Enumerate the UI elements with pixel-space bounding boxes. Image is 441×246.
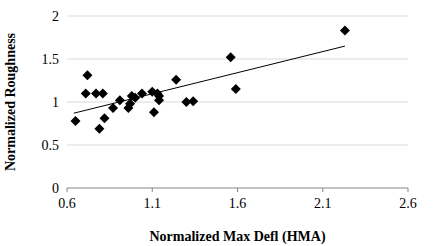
x-tick-label: 2.6 [399, 196, 417, 211]
data-point [149, 107, 159, 117]
grid-line [67, 16, 408, 17]
x-tick [237, 188, 238, 192]
y-tick-label: 0.5 [42, 138, 60, 153]
x-axis-title: Normalized Max Defl (HMA) [149, 229, 325, 245]
data-point [226, 52, 236, 62]
y-tick-label: 0 [52, 181, 59, 196]
grid-line [67, 145, 408, 146]
x-tick-label: 2.1 [314, 196, 332, 211]
data-point [188, 96, 198, 106]
data-point [81, 88, 91, 98]
data-point [71, 116, 81, 126]
x-tick [67, 188, 68, 192]
x-tick-label: 0.6 [58, 196, 76, 211]
data-point [98, 88, 108, 98]
data-point [82, 70, 92, 80]
y-tick-label: 1.5 [42, 52, 60, 67]
chart: 0 0.5 1 1.5 2 0.6 1.1 1.6 2.1 2.6 Normalized Max D… [0, 0, 441, 246]
data-point [171, 75, 181, 85]
x-tick-label: 1.6 [229, 196, 247, 211]
data-point [100, 113, 110, 123]
y-tick-label: 1 [52, 95, 59, 110]
grid-line [67, 59, 408, 60]
x-tick-label: 1.1 [144, 196, 162, 211]
trend-line [74, 46, 345, 113]
x-tick [408, 188, 409, 192]
x-tick [322, 188, 323, 192]
data-point [340, 26, 350, 36]
x-tick [152, 188, 153, 192]
plot-area [71, 26, 350, 134]
y-tick-label: 2 [52, 9, 59, 24]
data-point [231, 84, 241, 94]
y-axis-title: Normalized Roughness [3, 32, 18, 171]
data-point [115, 95, 125, 105]
data-point [94, 124, 104, 134]
